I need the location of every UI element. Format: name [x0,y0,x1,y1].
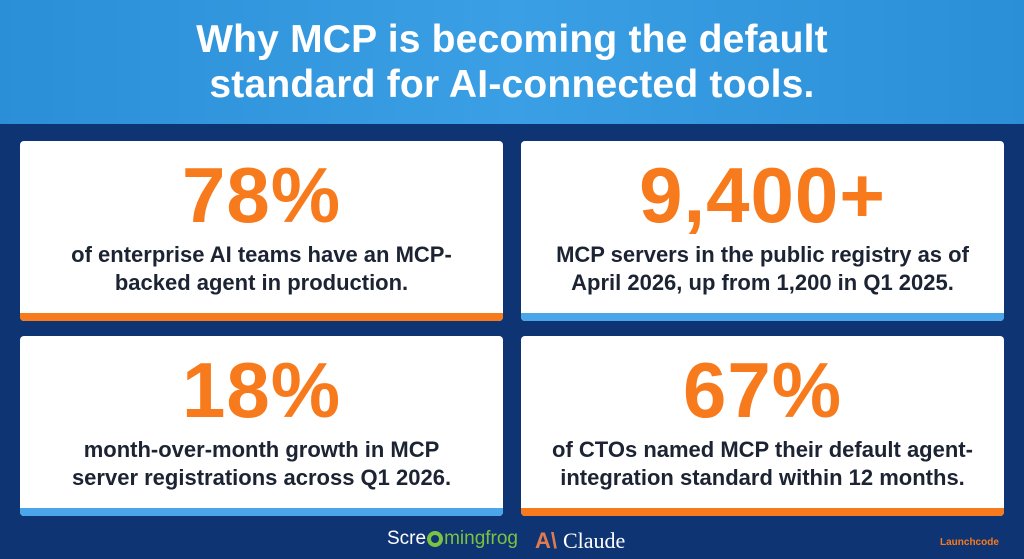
stat-card-cto-default: 67% of CTOs named MCP their default agen… [521,336,1004,516]
stat-value: 9,400+ [639,151,886,239]
footer-logos: Scre mingfrog A\ Claude Launchcode [0,522,1024,559]
claude-logo: A\ Claude [535,528,625,554]
stat-description: month-over-month growth in MCP server re… [71,437,452,490]
stat-card-enterprise-teams: 78% of enterprise AI teams have an MCP- … [20,141,503,321]
stat-description: MCP servers in the public registry as of… [556,242,969,295]
claude-logo-text: Claude [563,528,626,553]
screamingfrog-logo-text-end: mingfrog [444,528,518,549]
screamingfrog-logo-text-start: Scre [387,528,427,549]
stat-card-monthly-growth: 18% month-over-month growth in MCP serve… [20,336,503,516]
header-banner: Why MCP is becoming the default standard… [0,0,1024,124]
card-accent-bar [20,313,503,321]
page-title: Why MCP is becoming the default standard… [196,18,828,106]
screamingfrog-logo: Scre mingfrog [387,528,518,550]
stat-value: 78% [181,151,342,239]
stat-description: of CTOs named MCP their default agent- i… [552,437,973,490]
stat-value: 18% [181,346,342,434]
card-accent-bar [521,313,1004,321]
stat-value: 67% [682,346,843,434]
frog-icon [427,531,444,547]
card-accent-bar [20,508,503,516]
stat-card-registry-servers: 9,400+ MCP servers in the public registr… [521,141,1004,321]
claude-mark-icon: A\ [535,528,557,553]
launchcode-logo: Launchcode [940,537,999,548]
card-accent-bar [521,508,1004,516]
stat-description: of enterprise AI teams have an MCP- back… [71,242,452,295]
